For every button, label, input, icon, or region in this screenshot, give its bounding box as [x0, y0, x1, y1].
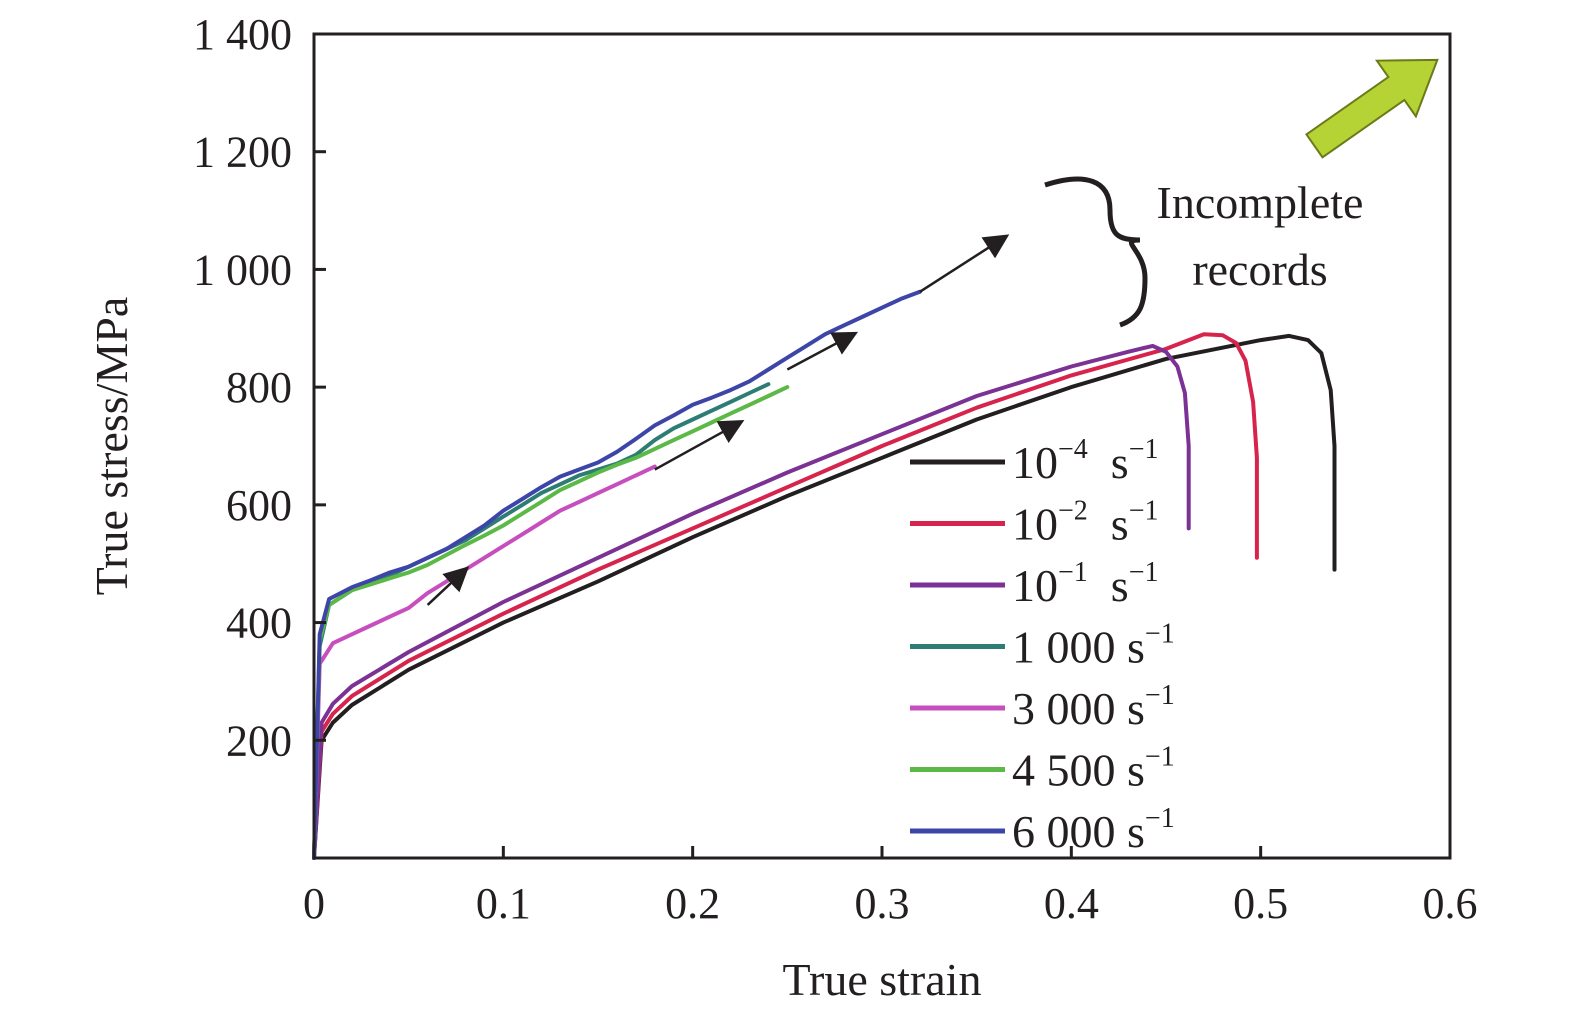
- legend: 10−4 s−1 10−2 s−1 10−1 s−1 1 000 s−1 3 000 s…: [910, 434, 1175, 857]
- y-tick-label: 800: [226, 363, 292, 412]
- y-tick-label: 400: [226, 599, 292, 648]
- series-layer: [312, 289, 1337, 860]
- series-line-2: [312, 343, 1191, 860]
- y-tick-label: 1 400: [193, 10, 292, 59]
- legend-label-3: 1 000 s−1: [1012, 619, 1175, 673]
- extension-arrow-0: [426, 566, 470, 606]
- y-axis-ticks: 200 400 600 800 1 000 1 200 1 400: [193, 10, 326, 765]
- legend-label-0: 10−4 s−1: [1012, 434, 1159, 488]
- series-line-0: [312, 333, 1337, 860]
- y-axis-title: True stress/MPa: [86, 297, 137, 596]
- extension-arrows: [426, 234, 1010, 606]
- y-tick-label: 200: [226, 716, 292, 765]
- legend-label-6: 6 000 s−1: [1012, 803, 1175, 857]
- x-axis-ticks: 0 0.1 0.2 0.3 0.4 0.5 0.6: [303, 846, 1478, 928]
- annotation-line-1: Incomplete: [1157, 177, 1364, 228]
- legend-label-1: 10−2 s−1: [1012, 496, 1159, 550]
- x-tick-label: 0.3: [855, 879, 910, 928]
- x-tick-label: 0.6: [1423, 879, 1478, 928]
- annotation-line-2: records: [1192, 244, 1327, 295]
- legend-label-2: 10−1 s−1: [1012, 557, 1159, 611]
- extension-arrow-1: [654, 420, 745, 471]
- x-tick-label: 0: [303, 879, 325, 928]
- series-line-1: [312, 332, 1259, 860]
- extension-arrow-3: [919, 234, 1010, 293]
- series-line-4: [312, 464, 657, 860]
- y-tick-label: 600: [226, 481, 292, 530]
- series-line-6: [312, 289, 922, 860]
- x-tick-label: 0.1: [476, 879, 531, 928]
- series-line-5: [312, 385, 790, 860]
- x-tick-label: 0.4: [1044, 879, 1099, 928]
- extension-arrow-2: [786, 331, 859, 371]
- y-tick-label: 1 000: [193, 245, 292, 294]
- corner-arrow-icon: [1305, 58, 1439, 159]
- curly-brace: [1044, 176, 1148, 328]
- legend-label-4: 3 000 s−1: [1012, 680, 1175, 734]
- x-tick-label: 0.5: [1233, 879, 1288, 928]
- legend-label-5: 4 500 s−1: [1012, 742, 1175, 796]
- y-tick-label: 1 200: [193, 128, 292, 177]
- x-tick-label: 0.2: [665, 879, 720, 928]
- x-axis-title: True strain: [783, 954, 982, 1005]
